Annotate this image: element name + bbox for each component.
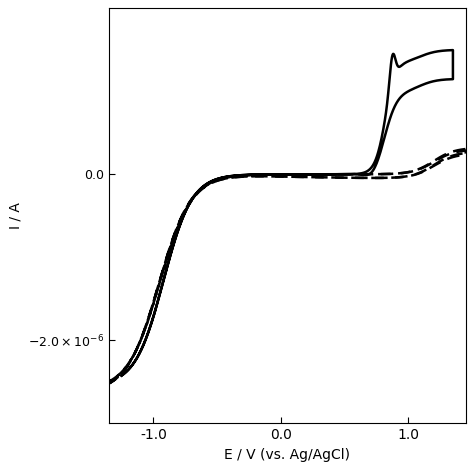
X-axis label: E / V (vs. Ag/AgCl): E / V (vs. Ag/AgCl): [224, 447, 350, 462]
Y-axis label: I / A: I / A: [9, 203, 22, 229]
